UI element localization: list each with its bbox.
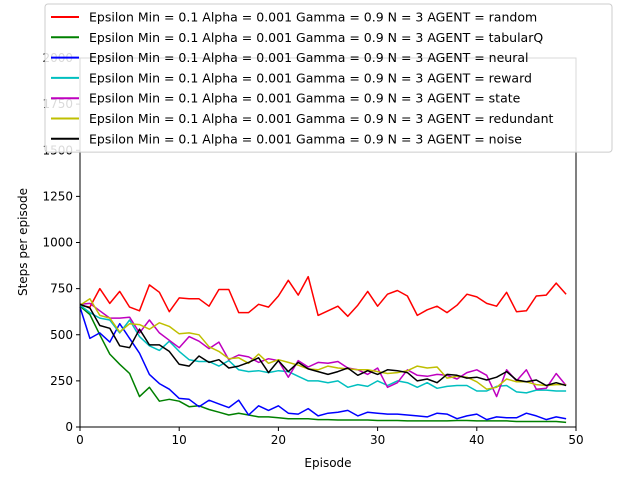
x-axis-label: Episode [304,456,351,470]
y-tick-label: 500 [50,328,73,342]
x-tick-label: 50 [568,433,583,447]
series-line-5 [79,298,567,390]
legend-entry-1: Epsilon Min = 0.1 Alpha = 0.001 Gamma = … [89,30,543,45]
y-tick-label: 1250 [42,189,73,203]
y-tick-label: 250 [50,374,73,388]
series-lines [79,275,567,424]
y-axis-label: Steps per episode [16,188,30,296]
legend-entry-0: Epsilon Min = 0.1 Alpha = 0.001 Gamma = … [89,10,537,25]
x-tick-label: 30 [370,433,385,447]
series-line-2 [79,306,567,421]
legend-entry-5: Epsilon Min = 0.1 Alpha = 0.001 Gamma = … [89,111,554,126]
legend: Epsilon Min = 0.1 Alpha = 0.001 Gamma = … [44,3,613,153]
legend-entry-3: Epsilon Min = 0.1 Alpha = 0.001 Gamma = … [89,70,532,85]
legend-entry-2: Epsilon Min = 0.1 Alpha = 0.001 Gamma = … [89,50,528,65]
x-tick-label: 20 [271,433,286,447]
series-line-1 [79,305,567,424]
x-tick-label: 0 [76,433,84,447]
y-tick-label: 1000 [42,236,73,250]
series-line-3 [79,304,567,394]
y-tick-label: 0 [65,420,73,434]
x-tick-label: 40 [469,433,484,447]
series-line-0 [79,275,567,318]
legend-entry-4: Epsilon Min = 0.1 Alpha = 0.001 Gamma = … [89,91,521,106]
series-line-6 [79,303,567,387]
legend-entry-6: Epsilon Min = 0.1 Alpha = 0.001 Gamma = … [89,131,522,146]
x-axis: 0 10 20 30 40 50 [76,427,584,447]
legend-box [44,3,613,153]
series-line-4 [79,302,567,398]
y-tick-label: 750 [50,282,73,296]
x-tick-label: 10 [172,433,187,447]
